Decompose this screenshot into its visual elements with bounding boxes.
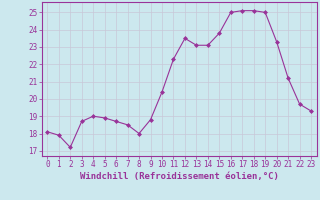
X-axis label: Windchill (Refroidissement éolien,°C): Windchill (Refroidissement éolien,°C) [80, 172, 279, 181]
